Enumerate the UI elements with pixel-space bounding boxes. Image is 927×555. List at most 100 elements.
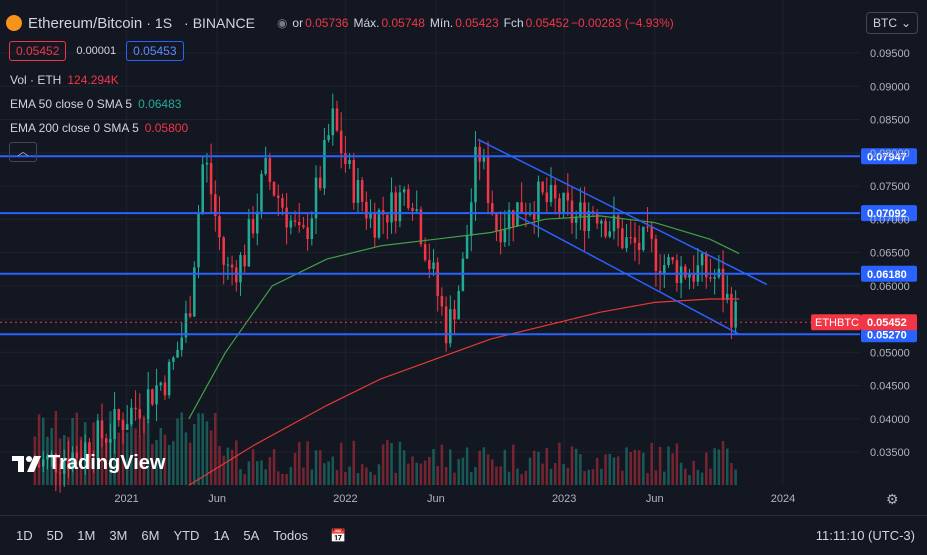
sell-price-button[interactable]: 0.05452: [9, 41, 67, 61]
price-axis: 0.035000.040000.045000.050000.055000.060…: [870, 48, 910, 459]
symbol-title[interactable]: Ethereum/Bitcoin: [28, 14, 143, 32]
timeframe-5a[interactable]: 5A: [243, 528, 260, 543]
candle: [113, 409, 116, 440]
visibility-icon[interactable]: ◉: [276, 16, 288, 30]
candle: [335, 108, 339, 131]
legend-ema50[interactable]: EMA 50 close 0 SMA 5 0.06483: [10, 97, 181, 111]
volume-bar: [297, 441, 301, 485]
ohlc-high-key: Máx.: [353, 16, 380, 30]
volume-bar: [470, 472, 473, 485]
timeframe-6m[interactable]: 6M: [141, 528, 160, 543]
candle: [306, 227, 309, 240]
candle: [180, 337, 183, 350]
legend-label: EMA 200 close 0 SMA 5: [10, 121, 139, 135]
candle: [604, 220, 607, 237]
candle: [587, 211, 591, 232]
volume-bar: [579, 454, 582, 485]
currency-select[interactable]: BTC ⌄: [866, 12, 918, 34]
volume-bar: [524, 470, 528, 485]
candle: [553, 185, 557, 199]
volume-bar: [243, 474, 246, 485]
volume-bar: [545, 448, 549, 485]
timeframe-5d[interactable]: 5D: [46, 528, 64, 543]
timeframe-1m[interactable]: 1M: [77, 528, 96, 543]
legend-volume[interactable]: Vol · ETH 124.294K: [10, 73, 119, 87]
volume-bar: [193, 423, 196, 485]
candle: [75, 452, 79, 458]
candle: [663, 265, 666, 275]
candle: [734, 301, 737, 328]
timeframe-1d[interactable]: 1D: [16, 528, 33, 543]
interval-label[interactable]: 1S: [154, 15, 173, 31]
candle: [524, 213, 528, 215]
candle: [377, 210, 381, 238]
candle: [730, 293, 733, 328]
level-label: 0.05270: [867, 329, 907, 341]
volume-bar: [256, 461, 259, 485]
volume-bar: [205, 421, 209, 485]
volume-bar: [239, 469, 242, 485]
candle: [595, 212, 599, 224]
timeframe-3m[interactable]: 3M: [109, 528, 128, 543]
volume-bar: [226, 447, 230, 485]
gear-icon[interactable]: ⚙: [886, 491, 899, 507]
volume-bar: [734, 469, 737, 485]
price-chart[interactable]: 0.07947 0.07092 0.06180 0.05270 0.03500 0.04…: [0, 0, 927, 515]
channel-lines: [477, 138, 768, 335]
level-label-box: [861, 326, 917, 343]
candle: [470, 202, 473, 236]
ohlc-close-value: 0.05452: [525, 16, 570, 30]
candle: [41, 459, 45, 467]
candle: [705, 253, 708, 278]
volume-bar: [541, 463, 544, 485]
candle: [545, 192, 549, 202]
channel-line: [517, 215, 740, 335]
candle: [209, 162, 213, 195]
volume-bar: [180, 412, 183, 485]
volume-bar: [654, 470, 658, 485]
volume-bar: [428, 456, 431, 485]
volume-bar: [675, 443, 679, 485]
ohlc-low-key: Mín.: [429, 16, 454, 30]
volume-bar: [352, 440, 356, 485]
timeframe-todos[interactable]: Todos: [273, 528, 308, 543]
volume-bar: [532, 450, 536, 485]
candle: [348, 159, 351, 164]
collapse-legend-button[interactable]: ︿: [9, 142, 37, 162]
calendar-icon[interactable]: 📅: [329, 527, 347, 543]
candle: [352, 159, 356, 203]
candle: [121, 420, 125, 431]
volume-bar: [402, 450, 406, 485]
volume-bar: [444, 467, 448, 485]
y-tick-label: 0.06500: [870, 248, 910, 260]
candle: [671, 256, 674, 261]
candle: [516, 202, 519, 227]
buy-price-button[interactable]: 0.05453: [126, 41, 184, 61]
volume-bar: [482, 447, 486, 485]
candle: [88, 442, 91, 459]
volume-bar: [457, 459, 460, 485]
timeframe-1a[interactable]: 1A: [213, 528, 230, 543]
volume-bar: [218, 445, 221, 485]
candle: [432, 262, 435, 269]
candle: [444, 306, 448, 344]
candle: [369, 212, 372, 219]
clock[interactable]: 11:11:10 (UTC-3): [815, 528, 915, 543]
x-tick-label: Jun: [427, 493, 445, 505]
legend-label: EMA 50 close 0 SMA 5: [10, 97, 133, 111]
volume-bar: [276, 471, 280, 485]
volume-bar: [453, 472, 456, 485]
volume-bar: [335, 470, 339, 485]
legend-ema200[interactable]: EMA 200 close 0 SMA 5 0.05800: [10, 121, 188, 135]
volume-bar: [289, 466, 293, 485]
volume-bar: [163, 434, 167, 485]
candle: [570, 200, 574, 223]
candle: [692, 274, 695, 282]
volume-bar: [595, 457, 599, 485]
timeframe-ytd[interactable]: YTD: [173, 528, 200, 543]
candle: [574, 216, 578, 223]
volume-bar: [650, 442, 653, 485]
y-tick-label: 0.06000: [870, 281, 910, 293]
volume-bar: [474, 466, 477, 485]
candle: [495, 214, 498, 231]
